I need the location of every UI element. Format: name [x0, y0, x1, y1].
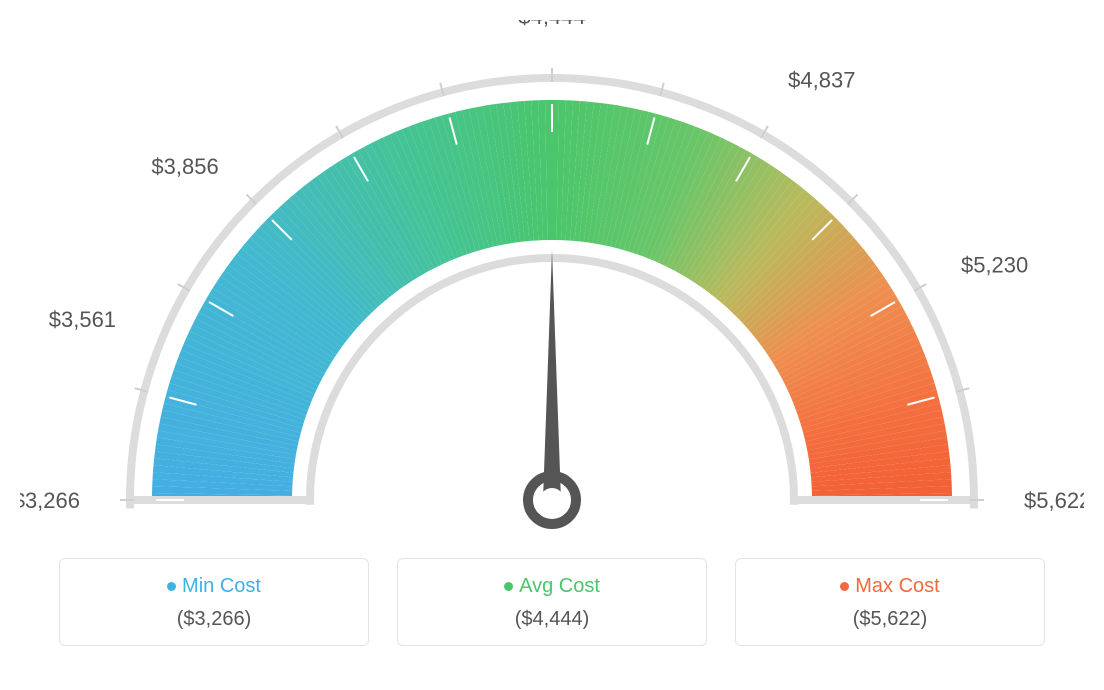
- legend-dot-icon: [504, 582, 513, 591]
- gauge-svg: $3,266 $3,561 $3,856 $4,444 $4,837 $5,230 $5,6…: [20, 20, 1084, 540]
- scale-label: $4,837: [788, 67, 855, 92]
- gauge-needle: [543, 250, 561, 500]
- legend-card-avg: Avg Cost ($4,444): [397, 558, 707, 646]
- legend-row: Min Cost ($3,266) Avg Cost ($4,444) Max Cost…: [20, 558, 1084, 646]
- legend-title-text: Min Cost: [182, 575, 261, 597]
- legend-title: Max Cost: [746, 575, 1034, 598]
- legend-card-max: Max Cost ($5,622): [735, 558, 1045, 646]
- legend-title: Avg Cost: [408, 575, 696, 598]
- legend-title: Min Cost: [70, 575, 358, 598]
- legend-dot-icon: [840, 582, 849, 591]
- scale-label: $5,622: [1024, 488, 1084, 513]
- scale-label: $3,856: [151, 154, 218, 179]
- cost-gauge-chart: $3,266 $3,561 $3,856 $4,444 $4,837 $5,230 $5,6…: [20, 20, 1084, 540]
- legend-value: ($3,266): [70, 608, 358, 631]
- legend-title-text: Max Cost: [855, 575, 939, 597]
- legend-value: ($4,444): [408, 608, 696, 631]
- legend-dot-icon: [167, 582, 176, 591]
- legend-card-min: Min Cost ($3,266): [59, 558, 369, 646]
- scale-label: $3,266: [20, 488, 80, 513]
- scale-label: $3,561: [49, 307, 116, 332]
- scale-label: $4,444: [518, 20, 585, 29]
- legend-title-text: Avg Cost: [519, 575, 600, 597]
- scale-label: $5,230: [961, 252, 1028, 277]
- legend-value: ($5,622): [746, 608, 1034, 631]
